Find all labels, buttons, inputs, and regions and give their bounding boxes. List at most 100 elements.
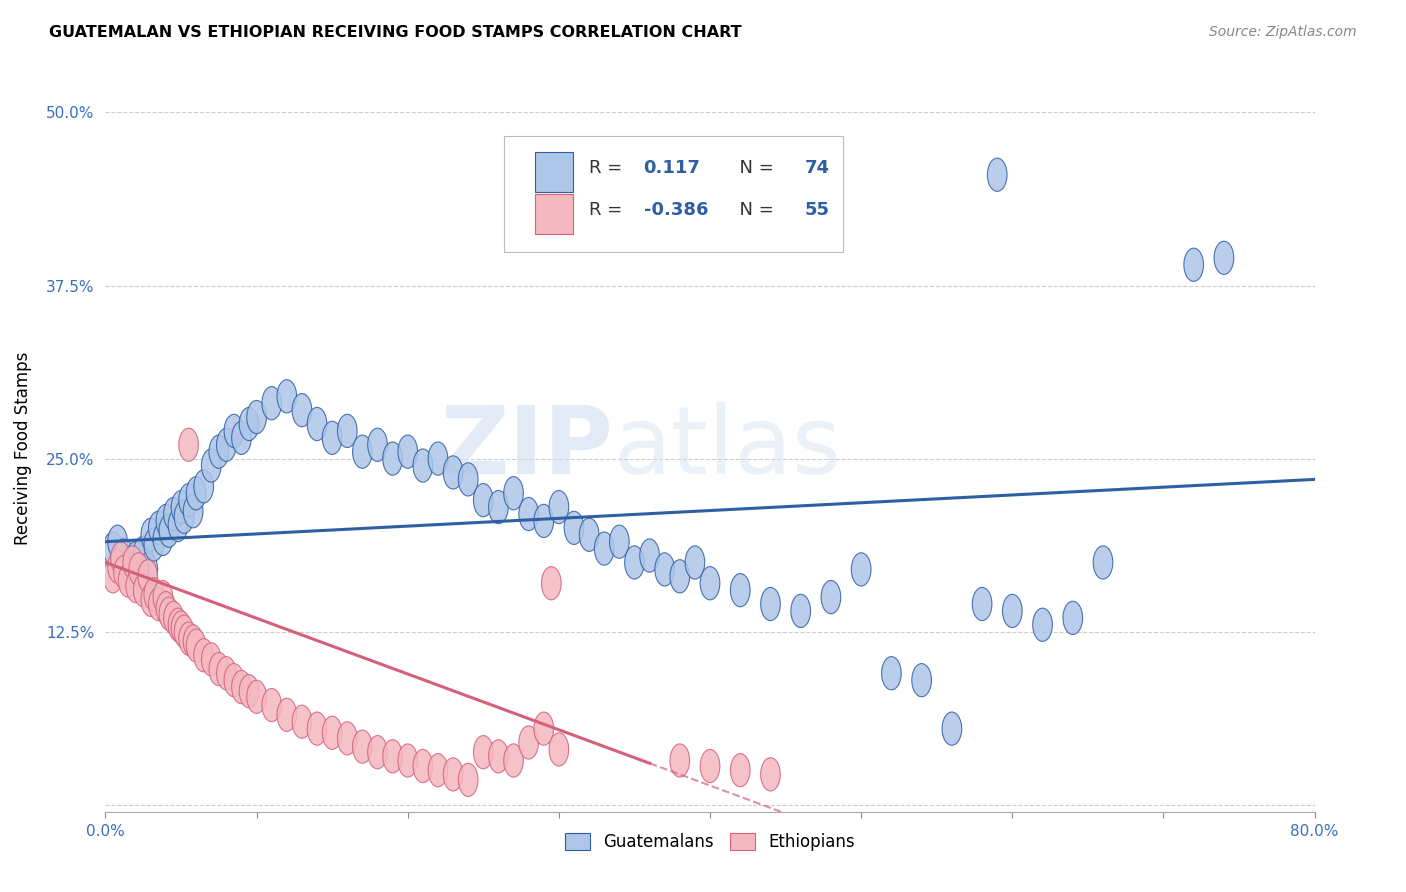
Text: 74: 74 bbox=[804, 159, 830, 177]
Ellipse shape bbox=[209, 435, 229, 468]
Ellipse shape bbox=[973, 588, 991, 621]
Ellipse shape bbox=[368, 428, 387, 461]
Text: N =: N = bbox=[728, 201, 780, 219]
Ellipse shape bbox=[1094, 546, 1112, 579]
Y-axis label: Receiving Food Stamps: Receiving Food Stamps bbox=[14, 351, 32, 545]
Ellipse shape bbox=[127, 541, 145, 575]
Ellipse shape bbox=[337, 722, 357, 755]
Ellipse shape bbox=[987, 158, 1007, 192]
Ellipse shape bbox=[159, 514, 179, 547]
Ellipse shape bbox=[247, 681, 266, 714]
Ellipse shape bbox=[731, 574, 749, 607]
Ellipse shape bbox=[262, 386, 281, 420]
Ellipse shape bbox=[942, 712, 962, 745]
Ellipse shape bbox=[541, 566, 561, 599]
Ellipse shape bbox=[685, 546, 704, 579]
Ellipse shape bbox=[368, 736, 387, 769]
Ellipse shape bbox=[443, 757, 463, 791]
Text: ZIP: ZIP bbox=[440, 402, 613, 494]
Ellipse shape bbox=[127, 569, 145, 603]
Ellipse shape bbox=[337, 414, 357, 448]
Ellipse shape bbox=[159, 597, 179, 631]
Ellipse shape bbox=[138, 559, 157, 593]
Ellipse shape bbox=[103, 532, 122, 566]
Ellipse shape bbox=[201, 449, 221, 483]
Ellipse shape bbox=[183, 624, 202, 658]
Ellipse shape bbox=[308, 712, 326, 745]
Ellipse shape bbox=[353, 435, 373, 468]
Ellipse shape bbox=[201, 643, 221, 676]
Text: atlas: atlas bbox=[613, 402, 842, 494]
Ellipse shape bbox=[169, 508, 188, 541]
Ellipse shape bbox=[163, 601, 183, 634]
Ellipse shape bbox=[187, 476, 205, 510]
Ellipse shape bbox=[655, 553, 675, 586]
Ellipse shape bbox=[179, 622, 198, 656]
Ellipse shape bbox=[138, 553, 157, 586]
Ellipse shape bbox=[217, 657, 236, 690]
Ellipse shape bbox=[489, 739, 508, 773]
Ellipse shape bbox=[114, 539, 134, 572]
Ellipse shape bbox=[232, 671, 252, 704]
Ellipse shape bbox=[353, 730, 373, 764]
Ellipse shape bbox=[443, 456, 463, 489]
Ellipse shape bbox=[322, 421, 342, 454]
Ellipse shape bbox=[671, 559, 689, 593]
Ellipse shape bbox=[761, 757, 780, 791]
Ellipse shape bbox=[209, 652, 229, 686]
Ellipse shape bbox=[114, 556, 134, 589]
Ellipse shape bbox=[179, 483, 198, 516]
Ellipse shape bbox=[398, 744, 418, 777]
Ellipse shape bbox=[1002, 594, 1022, 628]
FancyBboxPatch shape bbox=[505, 136, 844, 252]
Text: 55: 55 bbox=[804, 201, 830, 219]
Ellipse shape bbox=[534, 504, 554, 538]
Ellipse shape bbox=[217, 428, 236, 461]
Ellipse shape bbox=[232, 421, 252, 454]
Ellipse shape bbox=[382, 739, 402, 773]
Ellipse shape bbox=[239, 674, 259, 708]
Ellipse shape bbox=[322, 716, 342, 749]
Ellipse shape bbox=[489, 491, 508, 524]
Ellipse shape bbox=[262, 689, 281, 722]
Ellipse shape bbox=[134, 574, 153, 607]
Ellipse shape bbox=[239, 408, 259, 441]
Ellipse shape bbox=[194, 470, 214, 503]
Ellipse shape bbox=[111, 541, 131, 575]
Legend: Guatemalans, Ethiopians: Guatemalans, Ethiopians bbox=[558, 826, 862, 858]
Ellipse shape bbox=[122, 556, 142, 589]
Ellipse shape bbox=[503, 476, 523, 510]
Ellipse shape bbox=[292, 393, 312, 426]
Ellipse shape bbox=[550, 733, 568, 766]
Ellipse shape bbox=[118, 564, 138, 597]
Ellipse shape bbox=[413, 749, 433, 782]
Text: R =: R = bbox=[589, 201, 628, 219]
Ellipse shape bbox=[1215, 241, 1233, 275]
Ellipse shape bbox=[174, 615, 194, 648]
Ellipse shape bbox=[141, 583, 160, 616]
Ellipse shape bbox=[792, 594, 810, 628]
Ellipse shape bbox=[624, 546, 644, 579]
Text: 0.117: 0.117 bbox=[644, 159, 700, 177]
Ellipse shape bbox=[224, 664, 243, 697]
Ellipse shape bbox=[550, 491, 568, 524]
Ellipse shape bbox=[1184, 248, 1204, 281]
Ellipse shape bbox=[474, 736, 494, 769]
Ellipse shape bbox=[149, 511, 169, 544]
Ellipse shape bbox=[595, 532, 614, 566]
Ellipse shape bbox=[852, 553, 870, 586]
Bar bbox=[534, 194, 574, 234]
Ellipse shape bbox=[671, 744, 689, 777]
Ellipse shape bbox=[247, 401, 266, 434]
Ellipse shape bbox=[122, 546, 142, 579]
Text: N =: N = bbox=[728, 159, 780, 177]
Ellipse shape bbox=[163, 498, 183, 531]
Ellipse shape bbox=[134, 536, 153, 569]
Ellipse shape bbox=[111, 546, 131, 579]
Ellipse shape bbox=[194, 639, 214, 672]
Ellipse shape bbox=[308, 408, 326, 441]
Ellipse shape bbox=[174, 500, 194, 533]
Ellipse shape bbox=[108, 550, 128, 583]
Ellipse shape bbox=[821, 581, 841, 614]
Text: -0.386: -0.386 bbox=[644, 201, 709, 219]
